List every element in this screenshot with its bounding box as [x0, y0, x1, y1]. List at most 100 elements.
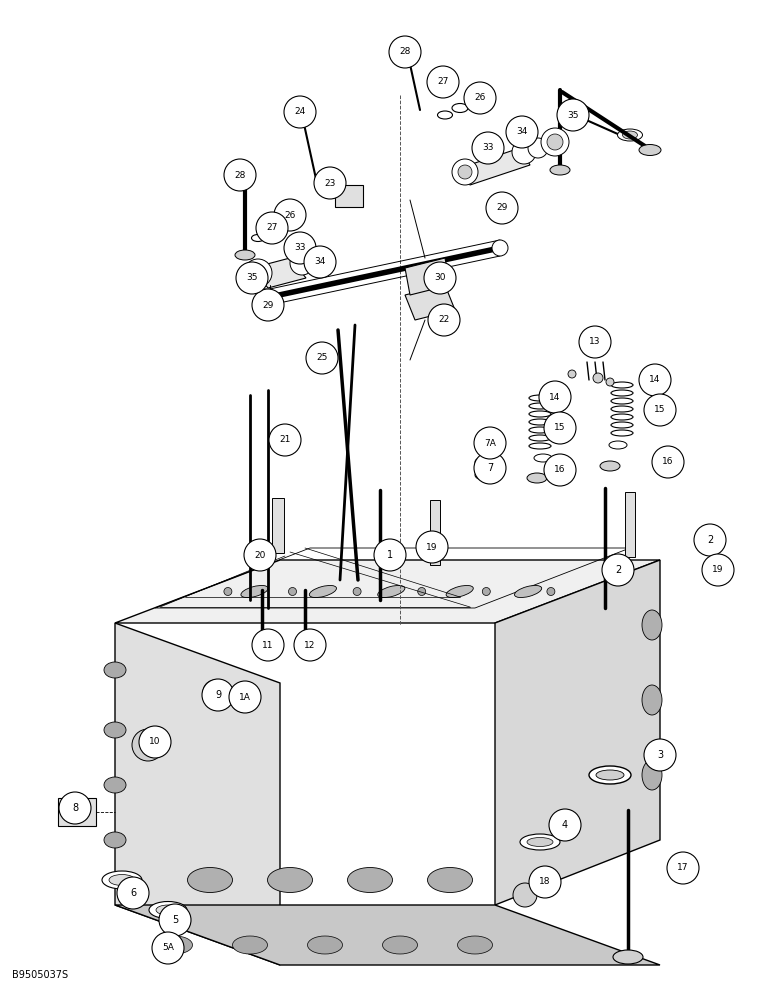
Text: 10: 10: [149, 738, 161, 746]
Text: 29: 29: [262, 300, 274, 310]
Ellipse shape: [452, 104, 468, 112]
Polygon shape: [115, 623, 280, 965]
Circle shape: [236, 262, 268, 294]
Text: 17: 17: [677, 863, 689, 872]
Text: 5A: 5A: [162, 944, 174, 952]
Ellipse shape: [527, 473, 547, 483]
Circle shape: [474, 452, 506, 484]
Text: 27: 27: [266, 224, 278, 232]
Polygon shape: [335, 185, 363, 207]
Circle shape: [497, 202, 513, 218]
Polygon shape: [115, 560, 660, 623]
Circle shape: [59, 792, 91, 824]
Text: 20: 20: [254, 550, 266, 560]
Circle shape: [139, 726, 171, 758]
Circle shape: [513, 883, 537, 907]
Circle shape: [702, 554, 734, 586]
Ellipse shape: [102, 871, 142, 889]
Circle shape: [257, 289, 273, 305]
Circle shape: [528, 138, 548, 158]
Text: 16: 16: [662, 458, 674, 466]
Circle shape: [224, 159, 256, 191]
Circle shape: [290, 251, 314, 275]
Circle shape: [547, 587, 555, 595]
Text: 18: 18: [540, 878, 550, 886]
Circle shape: [428, 304, 460, 336]
Text: 24: 24: [294, 107, 306, 116]
Circle shape: [401, 45, 415, 59]
Ellipse shape: [156, 905, 180, 915]
Polygon shape: [115, 905, 660, 965]
Text: 19: 19: [426, 542, 438, 552]
Circle shape: [132, 729, 164, 761]
Circle shape: [117, 877, 149, 909]
Ellipse shape: [609, 441, 627, 449]
Ellipse shape: [378, 585, 405, 598]
Ellipse shape: [550, 165, 570, 175]
Text: 21: 21: [279, 436, 291, 444]
Circle shape: [452, 159, 478, 185]
Circle shape: [314, 167, 346, 199]
Ellipse shape: [618, 129, 642, 141]
Text: 35: 35: [567, 110, 579, 119]
Polygon shape: [625, 492, 635, 557]
Circle shape: [289, 587, 296, 595]
Ellipse shape: [241, 585, 268, 598]
Text: 2: 2: [615, 565, 621, 575]
Ellipse shape: [534, 454, 552, 462]
Circle shape: [284, 232, 316, 264]
Ellipse shape: [475, 471, 489, 480]
Text: 34: 34: [516, 127, 528, 136]
Ellipse shape: [642, 610, 662, 640]
Ellipse shape: [382, 936, 418, 954]
Ellipse shape: [347, 867, 392, 892]
Circle shape: [492, 240, 508, 256]
Circle shape: [152, 932, 184, 964]
Text: B9505037S: B9505037S: [12, 970, 68, 980]
Circle shape: [304, 246, 336, 278]
Circle shape: [306, 342, 338, 374]
Circle shape: [549, 809, 581, 841]
Circle shape: [427, 66, 459, 98]
Ellipse shape: [104, 832, 126, 848]
Ellipse shape: [104, 777, 126, 793]
Ellipse shape: [104, 662, 126, 678]
Text: 28: 28: [235, 170, 245, 180]
Circle shape: [389, 36, 421, 68]
Ellipse shape: [104, 722, 126, 738]
Text: 33: 33: [482, 143, 494, 152]
Ellipse shape: [475, 458, 489, 466]
Text: 27: 27: [437, 78, 449, 87]
Text: 7A: 7A: [484, 438, 496, 448]
Circle shape: [231, 688, 255, 712]
Circle shape: [544, 454, 576, 486]
Circle shape: [262, 302, 278, 318]
Circle shape: [244, 259, 272, 287]
Text: 15: 15: [654, 406, 665, 414]
Ellipse shape: [589, 766, 631, 784]
Ellipse shape: [268, 867, 313, 892]
Polygon shape: [460, 148, 530, 185]
Text: 11: 11: [262, 641, 274, 650]
Ellipse shape: [527, 838, 553, 846]
Circle shape: [606, 378, 614, 386]
Text: 12: 12: [304, 641, 316, 650]
Text: 28: 28: [399, 47, 411, 56]
Ellipse shape: [471, 95, 489, 105]
Text: 1: 1: [387, 550, 393, 560]
Circle shape: [472, 132, 504, 164]
Polygon shape: [252, 258, 306, 288]
Circle shape: [224, 587, 232, 595]
Circle shape: [568, 370, 576, 378]
Text: 14: 14: [649, 375, 661, 384]
Circle shape: [547, 134, 563, 150]
Ellipse shape: [252, 234, 265, 241]
Text: 15: 15: [554, 424, 566, 432]
Text: 33: 33: [294, 243, 306, 252]
Text: 14: 14: [550, 392, 560, 401]
Text: 7: 7: [487, 463, 493, 473]
Text: 25: 25: [317, 354, 327, 362]
Text: 30: 30: [434, 273, 445, 282]
Circle shape: [294, 629, 326, 661]
Circle shape: [252, 289, 284, 321]
